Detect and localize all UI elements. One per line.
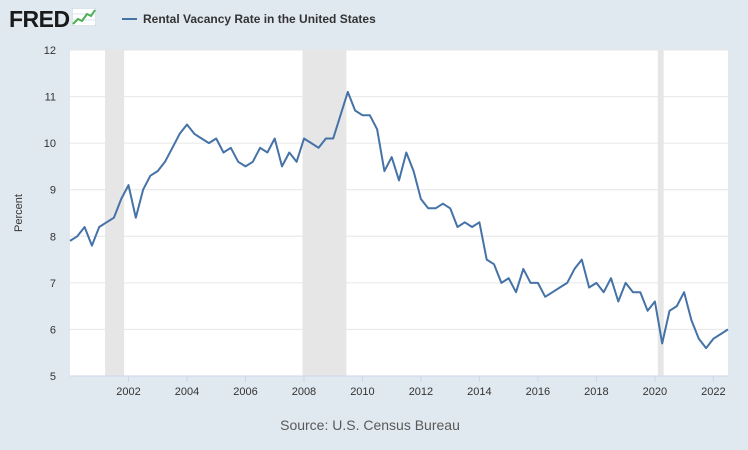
y-tick-label: 6: [50, 324, 56, 336]
recession-band: [302, 50, 347, 376]
recession-band: [105, 50, 125, 376]
y-tick-label: 8: [50, 231, 56, 243]
x-tick-label: 2016: [526, 386, 550, 398]
y-axis-label: Percent: [13, 194, 25, 232]
y-tick-label: 7: [50, 278, 56, 290]
recession-band: [657, 50, 664, 376]
chart-header: FRED Rental Vacancy Rate in the United S…: [0, 0, 748, 40]
x-tick-label: 2006: [233, 386, 257, 398]
y-tick-label: 10: [44, 138, 56, 150]
plot-area: [70, 50, 728, 376]
fred-logo-text: FRED: [9, 6, 70, 32]
y-tick-label: 5: [50, 371, 56, 383]
x-tick-label: 2004: [175, 386, 199, 398]
y-tick-label: 11: [45, 92, 56, 104]
x-tick-label: 2018: [584, 386, 608, 398]
legend-label: Rental Vacancy Rate in the United States: [143, 12, 376, 26]
legend[interactable]: Rental Vacancy Rate in the United States: [122, 11, 376, 27]
x-tick-label: 2020: [643, 386, 667, 398]
x-tick-label: 2022: [701, 386, 725, 398]
y-tick-label: 9: [50, 185, 56, 197]
x-tick-label: 2008: [292, 386, 316, 398]
series-line[interactable]: [69, 90, 729, 350]
x-tick-label: 2002: [116, 386, 140, 398]
x-tick-label: 2014: [467, 386, 491, 398]
x-tick-label: 2012: [409, 386, 433, 398]
chart-source: Source: U.S. Census Bureau: [280, 417, 460, 433]
x-tick-label: 2010: [350, 386, 374, 398]
line-chart: 5 6 7 8 9 10 11 12 2002 2004 2006 2008 2010 2012 2014 2…: [13, 45, 729, 398]
legend-swatch: [122, 18, 137, 20]
y-tick-label: 12: [44, 45, 56, 57]
